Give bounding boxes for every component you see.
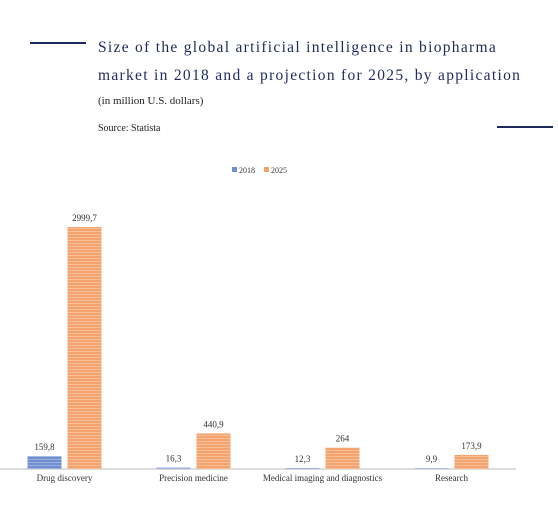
- bar: [325, 447, 360, 469]
- legend-swatch: [264, 167, 269, 172]
- data-label: 264: [336, 434, 350, 444]
- data-label: 440,9: [203, 419, 224, 429]
- decor-line: [497, 126, 553, 128]
- chart-title: Size of the global artificial intelligen…: [98, 39, 522, 84]
- data-label: 16,3: [166, 454, 182, 464]
- x-tick-label: Research: [435, 473, 468, 483]
- data-label: 173,9: [461, 441, 482, 451]
- data-label: 159,8: [34, 442, 55, 452]
- data-label: 2999,7: [72, 213, 97, 223]
- bar: [67, 227, 102, 469]
- source: Source: Statista: [98, 123, 161, 134]
- data-label: 12,3: [295, 454, 311, 464]
- legend-label: 2018: [239, 166, 255, 175]
- x-tick-label: Precision medicine: [159, 473, 228, 483]
- x-tick-label: Drug discovery: [37, 473, 93, 483]
- bar: [285, 468, 320, 469]
- bar: [454, 454, 489, 469]
- decor-line: [30, 42, 86, 44]
- subtitle: (in million U.S. dollars): [98, 95, 204, 107]
- x-tick-label: Medical imaging and diagnostics: [263, 473, 383, 483]
- legend-swatch: [232, 167, 237, 172]
- bar: [27, 456, 62, 469]
- bar: [414, 468, 449, 469]
- bar: [156, 467, 191, 469]
- bar: [196, 433, 231, 469]
- legend-label: 2025: [271, 166, 287, 175]
- data-label: 9,9: [426, 454, 438, 464]
